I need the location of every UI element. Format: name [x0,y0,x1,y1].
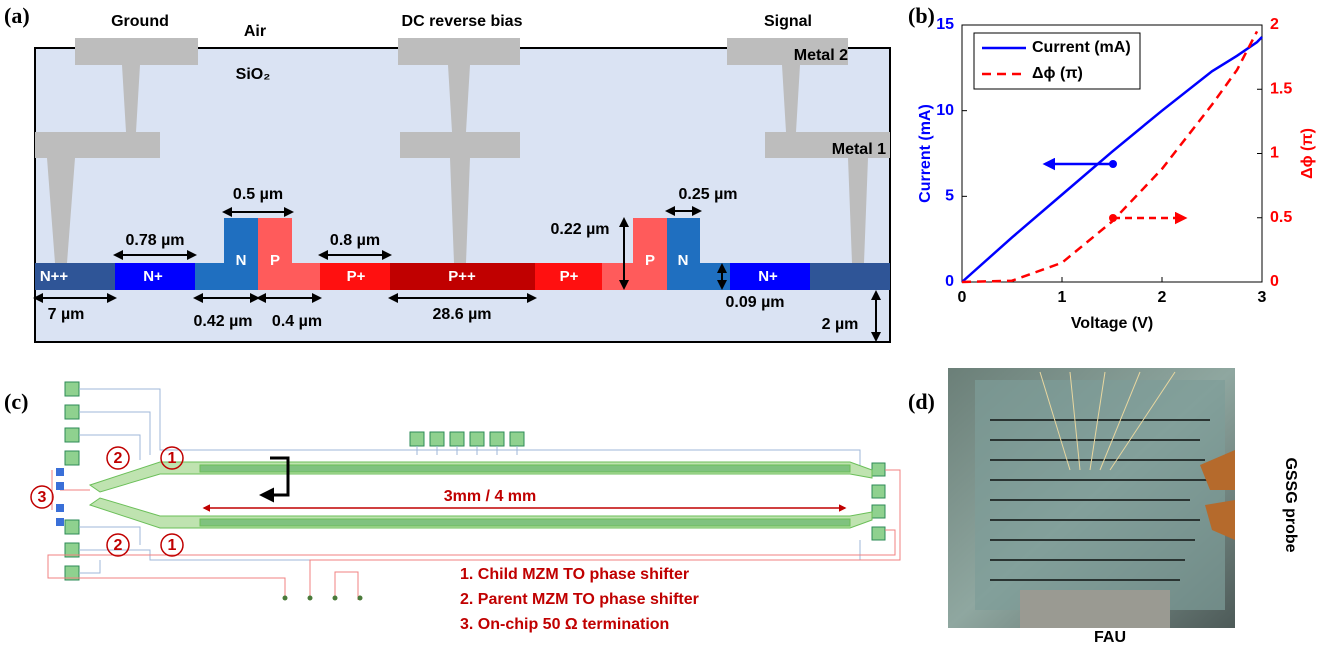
legend-item: 2. Parent MZM TO phase shifter [460,591,699,608]
fau-block [1020,590,1170,628]
cross-section: Ground Air DC reverse bias Signal SiO₂ M… [35,13,890,342]
y2-tick-label: 0.5 [1270,209,1292,226]
label: Air [244,23,266,40]
x-tick-label: 0 [958,289,967,306]
arrow-dot [1109,214,1117,222]
panel-label: (c) [4,389,28,414]
vias [283,596,363,601]
y-tick-label: 5 [945,188,954,205]
label: DC reverse bias [402,13,523,30]
dimension: 0.22 µm [550,221,609,238]
marker-label: 3 [38,489,47,506]
dimension: 0.42 µm [193,313,252,330]
dimension: 28.6 µm [432,306,491,323]
y-axis-label: Current (mA) [917,104,934,203]
dimension: 0.25 µm [678,186,737,203]
region-label: P++ [448,268,476,285]
y2-tick-label: 0 [1270,273,1279,290]
panel-label: (a) [4,3,30,28]
legend-item: 1. Child MZM TO phase shifter [460,566,689,583]
x-tick-label: 1 [1058,289,1067,306]
label: Signal [764,13,812,30]
length-label: 3mm / 4 mm [444,488,536,505]
y2-tick-label: 1 [1270,145,1279,162]
panel-label: (d) [908,389,935,414]
legend-label: Δϕ (π) [1032,65,1083,82]
photo-label: FAU [1094,629,1126,646]
oxide-label: SiO₂ [236,66,271,83]
region-label: P+ [560,268,579,285]
region-label: N++ [40,268,69,285]
arrow-dot [1109,160,1117,168]
photo: GSSG probe FAU [948,368,1299,646]
dimension: 0.4 µm [272,313,322,330]
marker-label: 2 [114,537,123,554]
label: Metal 1 [832,141,886,158]
marker-label: 1 [168,537,177,554]
dimension: 7 µm [48,306,85,323]
label: Ground [111,13,169,30]
dimension: 0.09 µm [725,294,784,311]
legend-label: Current (mA) [1032,39,1131,56]
region [810,263,890,290]
chip-layout: 3mm / 4 mm 2 1 3 2 1 1. Child MZM TO pha… [31,382,900,633]
terminations [56,468,64,526]
figure: (a) (b) (c) (d) Ground Air DC reverse bi… [0,0,1328,652]
pads [65,382,885,580]
region-label: P [645,252,655,269]
marker-label: 2 [114,450,123,467]
photo-label: GSSG probe [1282,457,1299,552]
y2-tick-label: 2 [1270,16,1279,33]
panel-label: (b) [908,3,935,28]
label: Metal 2 [794,47,848,64]
y2-tick-label: 1.5 [1270,80,1292,97]
x-tick-label: 3 [1258,289,1267,306]
dimension: 0.5 µm [233,186,283,203]
region-label: P+ [347,268,366,285]
region-label: N [678,252,689,269]
y-tick-label: 0 [945,273,954,290]
region-label: N+ [143,268,163,285]
marker-label: 1 [168,450,177,467]
region-label: N [236,252,247,269]
dimension: 0.78 µm [125,232,184,249]
wiring [79,389,860,573]
dimension: 0.8 µm [330,232,380,249]
region-label: N+ [758,268,778,285]
legend-item: 3. On-chip 50 Ω termination [460,616,669,633]
y2-axis-label: Δϕ (π) [1299,128,1316,179]
region-label: P [270,252,280,269]
dimension: 2 µm [822,316,859,333]
x-tick-label: 2 [1158,289,1167,306]
y-tick-label: 10 [936,102,954,119]
x-axis-label: Voltage (V) [1071,315,1153,332]
y-tick-label: 15 [936,16,954,33]
